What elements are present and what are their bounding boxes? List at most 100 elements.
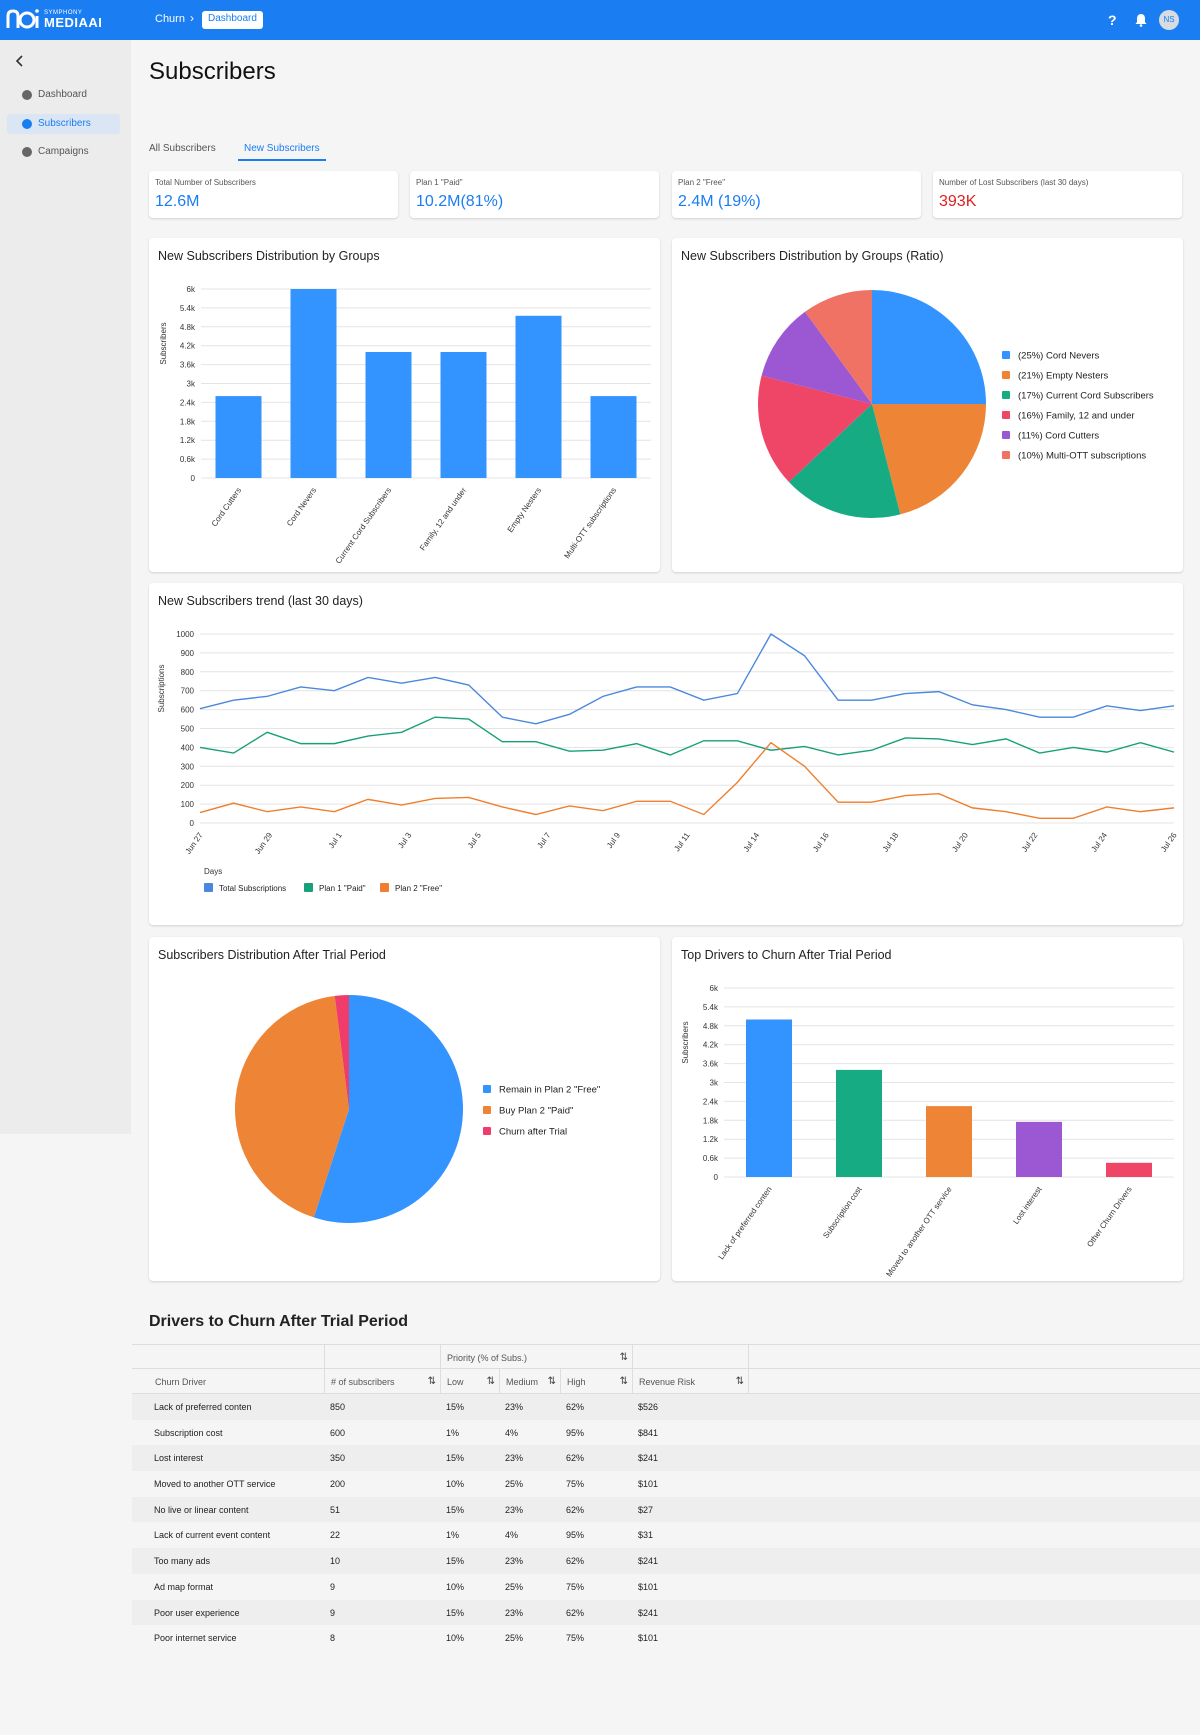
legend-swatch [1002, 451, 1010, 459]
table-cell: 600 [330, 1427, 346, 1438]
table-row[interactable]: Poor user experience 9 15% 23% 62% $241 [132, 1599, 1200, 1626]
table-row[interactable]: Moved to another OTT service 200 10% 25% 75%… [132, 1471, 1200, 1497]
y-tick-label: 200 [181, 781, 195, 790]
y-tick-label: 700 [181, 687, 195, 696]
breadcrumb-dashboard[interactable]: Dashboard [202, 11, 263, 29]
x-tick-label: Jul 20 [950, 831, 970, 854]
y-tick-label: 4.8k [703, 1022, 719, 1031]
x-tick-label: Jul 5 [466, 831, 483, 850]
table-header-label: Revenue Risk [639, 1377, 696, 1387]
sidebar-item-subscribers[interactable]: Subscribers [7, 114, 120, 134]
bar [1106, 1162, 1152, 1177]
pie-slice [334, 995, 349, 1109]
x-tick-label: Jul 11 [672, 831, 692, 854]
legend-label: (25%) Cord Nevers [1018, 351, 1100, 362]
table-cell: 9 [330, 1581, 336, 1592]
legend-label: (17%) Current Cord Subscribers [1018, 391, 1154, 402]
table-header-low[interactable]: Low ⇅ [440, 1369, 499, 1394]
table-header-revenue-risk[interactable]: Revenue Risk ⇅ [632, 1369, 748, 1394]
table-header-label: # of subscribers [331, 1377, 395, 1387]
bar [440, 352, 487, 478]
table-title: Drivers to Churn After Trial Period [149, 1313, 409, 1330]
table-cell: 25% [505, 1479, 524, 1490]
table-header-driver[interactable]: Churn Driver [149, 1369, 324, 1394]
logo[interactable]: SYMPHONY MEDIAAI [6, 8, 102, 30]
x-tick-label: Jul 24 [1089, 831, 1109, 854]
sort-icon[interactable]: ⇅ [486, 1376, 495, 1387]
legend-swatch [483, 1085, 491, 1093]
table-cell: $241 [638, 1607, 659, 1618]
y-tick-label: 6k [710, 984, 719, 993]
table-row[interactable]: Poor internet service 8 10% 25% 75% $101 [132, 1625, 1200, 1651]
y-axis-label: Subscribers [159, 322, 168, 364]
table-header-label: Priority (% of Subs.) [447, 1353, 528, 1363]
groups-bar-card: New Subscribers Distribution by Groups 0… [149, 238, 660, 572]
table-cell: $841 [638, 1427, 659, 1438]
y-tick-label: 800 [181, 668, 195, 677]
table-cell: $31 [638, 1530, 654, 1541]
x-tick-label: Lost interest [1011, 1184, 1044, 1225]
table-header-subscribers[interactable]: # of subscribers ⇅ [324, 1369, 440, 1394]
legend-label: Remain in Plan 2 "Free" [499, 1085, 600, 1096]
card-title: New Subscribers Distribution by Groups [158, 249, 380, 263]
y-tick-label: 4.2k [703, 1041, 719, 1050]
table-cell: Moved to another OTT service [154, 1479, 276, 1490]
avatar[interactable]: NS [1159, 10, 1179, 30]
pie-slice [313, 995, 463, 1223]
sidebar-item-campaigns[interactable]: Campaigns [7, 142, 120, 162]
table-header-label: Medium [506, 1377, 539, 1387]
legend-label: (10%) Multi-OTT subscriptions [1018, 451, 1146, 462]
kpi-card-plan1: Plan 1 "Paid" 10.2M(81%) [410, 171, 659, 218]
table-cell: 23% [505, 1402, 524, 1412]
tab-new-subscribers[interactable]: New Subscribers [238, 143, 326, 161]
y-tick-label: 1.2k [180, 436, 196, 445]
x-tick-label: Jul 22 [1020, 831, 1040, 854]
sidebar-item-dashboard[interactable]: Dashboard [7, 85, 120, 105]
table-cell: 15% [446, 1402, 465, 1412]
sort-icon[interactable]: ⇅ [427, 1376, 436, 1387]
sort-icon[interactable]: ⇅ [547, 1376, 556, 1387]
table-row[interactable]: Subscription cost 600 1% 4% 95% $841 [132, 1420, 1200, 1446]
y-tick-label: 4.8k [180, 323, 196, 332]
bell-icon[interactable] [1134, 13, 1148, 27]
sort-icon[interactable]: ⇅ [619, 1352, 628, 1363]
table-cell: 4% [505, 1530, 519, 1541]
table-row[interactable]: No live or linear content 51 15% 23% 62% $27 [132, 1496, 1200, 1523]
kpi-value: 2.4M (19%) [678, 193, 761, 210]
sort-icon[interactable]: ⇅ [735, 1376, 744, 1387]
table-row[interactable]: Too many ads 10 15% 23% 62% $241 [132, 1548, 1200, 1574]
x-tick-label: Empty Nesters [506, 486, 543, 534]
table-header-empty [748, 1369, 1200, 1394]
table-cell: 23% [505, 1556, 524, 1567]
table-cell: 51 [330, 1504, 341, 1515]
x-tick-label: Current Cord Subscribers [334, 486, 393, 565]
chevron-left-icon[interactable] [13, 54, 25, 68]
table-row[interactable]: Lack of current event content 22 1% 4% 95% $3… [132, 1522, 1200, 1548]
sidebar-item-label: Subscribers [38, 118, 91, 129]
help-icon[interactable]: ? [1108, 12, 1117, 28]
bar [290, 289, 337, 478]
table-header-high[interactable]: High ⇅ [560, 1369, 632, 1394]
bar [365, 352, 412, 478]
table-header-priority[interactable]: Priority (% of Subs.) ⇅ [440, 1345, 632, 1370]
table-row[interactable]: Lack of preferred conten 850 15% 23% 62% $526 [132, 1394, 1200, 1420]
sort-icon[interactable]: ⇅ [619, 1376, 628, 1387]
y-tick-label: 600 [181, 706, 195, 715]
y-tick-label: 1.8k [703, 1116, 719, 1125]
y-tick-label: 0 [714, 1173, 719, 1182]
breadcrumb-churn[interactable]: Churn [155, 13, 185, 25]
table-row[interactable]: Ad map format 9 10% 25% 75% $101 [132, 1574, 1200, 1600]
table-cell: 15% [446, 1607, 465, 1618]
y-axis-label: Subscriptions [157, 664, 166, 712]
table-cell: 95% [566, 1530, 585, 1541]
y-tick-label: 0 [190, 819, 195, 828]
table-header-medium[interactable]: Medium ⇅ [499, 1369, 560, 1394]
trend-line-chart: 0 100 200 300 400 500 600 700 800 900 1000 Subscrip… [157, 630, 1179, 893]
table-row[interactable]: Lost interest 350 15% 23% 62% $241 [132, 1445, 1200, 1472]
kpi-label: Plan 1 "Paid" [416, 178, 463, 187]
table-cell: 15% [446, 1453, 465, 1464]
table-header-empty [132, 1369, 149, 1394]
table-cell: Ad map format [154, 1581, 214, 1592]
tab-all-subscribers[interactable]: All Subscribers [149, 143, 216, 154]
card-title: Top Drivers to Churn After Trial Period [681, 948, 892, 962]
